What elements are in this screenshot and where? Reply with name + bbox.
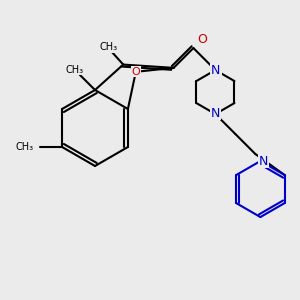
Text: O: O xyxy=(131,67,140,77)
Text: N: N xyxy=(259,154,268,168)
Text: O: O xyxy=(197,33,207,46)
Text: N: N xyxy=(211,64,220,76)
Text: CH₃: CH₃ xyxy=(100,42,118,52)
Text: N: N xyxy=(211,106,220,120)
Text: CH₃: CH₃ xyxy=(66,65,84,75)
Text: N: N xyxy=(212,61,221,75)
Text: CH₃: CH₃ xyxy=(16,142,34,152)
